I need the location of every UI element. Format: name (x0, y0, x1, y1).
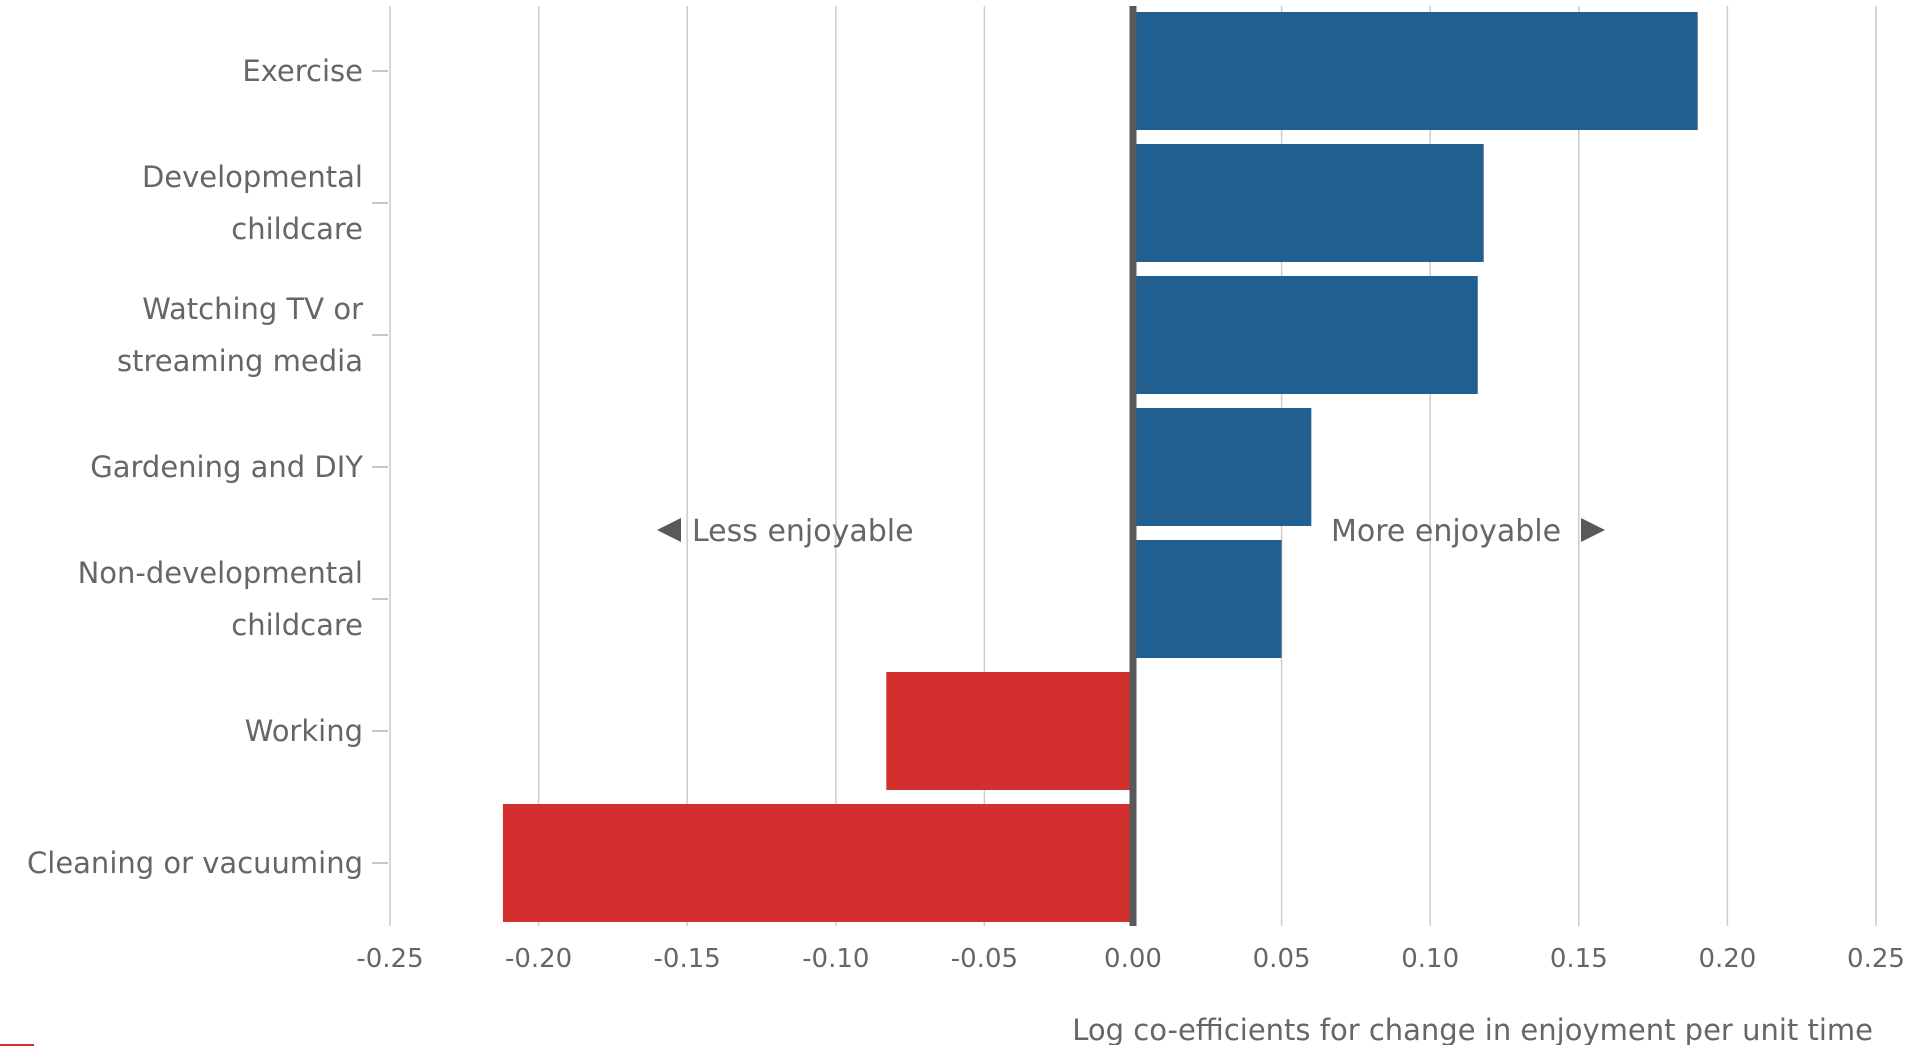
bar (1136, 276, 1478, 394)
category-label: Watching TV or (142, 292, 363, 326)
more-enjoyable-annotation: More enjoyable (1331, 514, 1561, 549)
bars (502, 12, 1698, 922)
category-label: Non-developmental (78, 556, 363, 590)
bar (502, 804, 1130, 922)
category-label: Gardening and DIY (90, 450, 363, 484)
category-label: streaming media (117, 344, 363, 378)
y-axis: Exercise Developmental childcare Watching T… (27, 54, 388, 880)
bar (886, 672, 1130, 790)
x-tick-label: 0.10 (1401, 944, 1459, 974)
less-enjoyable-annotation: Less enjoyable (692, 514, 914, 549)
right-arrow-icon (1581, 518, 1605, 542)
x-tick-label: -0.05 (951, 944, 1018, 974)
x-tick-label: 0.15 (1550, 944, 1608, 974)
x-tick-label: -0.15 (654, 944, 721, 974)
x-tick-label: 0.25 (1847, 944, 1905, 974)
x-tick-label: 0.00 (1104, 944, 1162, 974)
x-tick-label: 0.05 (1253, 944, 1311, 974)
category-label: Exercise (242, 54, 363, 88)
bar (1136, 540, 1282, 658)
x-tick-label: -0.25 (356, 944, 423, 974)
bar (1136, 408, 1312, 526)
x-axis: -0.25 -0.20 -0.15 -0.10 -0.05 0.00 0.05 0.10 0.1… (356, 944, 1905, 974)
x-axis-title: Log co-efficients for change in enjoymen… (1072, 1013, 1873, 1045)
category-label: Developmental (142, 160, 363, 194)
left-arrow-icon (657, 518, 681, 542)
category-label: Working (245, 714, 363, 748)
x-tick-label: 0.20 (1698, 944, 1756, 974)
x-tick-label: -0.10 (802, 944, 869, 974)
category-label: childcare (231, 608, 363, 642)
x-tick-label: -0.20 (505, 944, 572, 974)
bar (1136, 12, 1698, 130)
category-label: Cleaning or vacuuming (27, 846, 363, 880)
category-label: childcare (231, 212, 363, 246)
bar (1136, 144, 1484, 262)
